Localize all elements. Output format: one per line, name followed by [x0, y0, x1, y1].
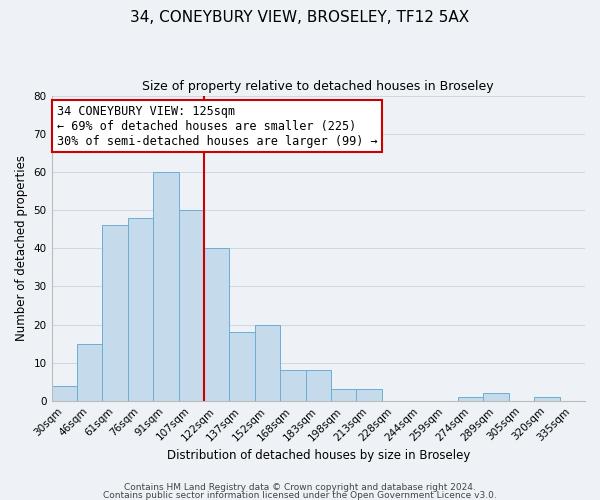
Text: Contains public sector information licensed under the Open Government Licence v3: Contains public sector information licen… [103, 491, 497, 500]
Bar [356, 390, 382, 401]
Bar [52, 386, 77, 401]
Bar [103, 226, 128, 401]
Bar [458, 397, 484, 401]
Bar [179, 210, 204, 401]
Title: Size of property relative to detached houses in Broseley: Size of property relative to detached ho… [142, 80, 494, 93]
Bar [204, 248, 229, 401]
Bar [77, 344, 103, 401]
Bar [305, 370, 331, 401]
X-axis label: Distribution of detached houses by size in Broseley: Distribution of detached houses by size … [167, 450, 470, 462]
Y-axis label: Number of detached properties: Number of detached properties [15, 155, 28, 341]
Bar [229, 332, 255, 401]
Text: 34 CONEYBURY VIEW: 125sqm
← 69% of detached houses are smaller (225)
30% of semi: 34 CONEYBURY VIEW: 125sqm ← 69% of detac… [57, 104, 377, 148]
Text: 34, CONEYBURY VIEW, BROSELEY, TF12 5AX: 34, CONEYBURY VIEW, BROSELEY, TF12 5AX [130, 10, 470, 25]
Bar [534, 397, 560, 401]
Bar [255, 324, 280, 401]
Bar [331, 390, 356, 401]
Bar [153, 172, 179, 401]
Text: Contains HM Land Registry data © Crown copyright and database right 2024.: Contains HM Land Registry data © Crown c… [124, 484, 476, 492]
Bar [280, 370, 305, 401]
Bar [484, 393, 509, 401]
Bar [128, 218, 153, 401]
